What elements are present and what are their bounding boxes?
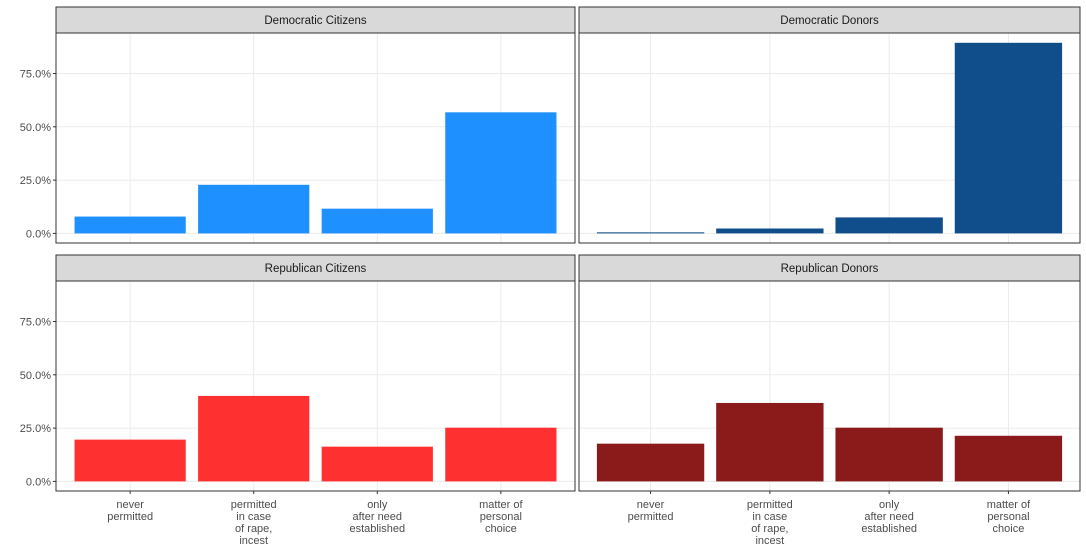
bar xyxy=(716,402,824,482)
x-tick-label: never permitted xyxy=(628,499,674,523)
y-tick-label: 50.0% xyxy=(20,370,51,382)
strip xyxy=(55,254,576,282)
bar xyxy=(835,427,943,482)
strip-title: Democratic Citizens xyxy=(264,15,366,27)
x-tick-label: matter of personal choice xyxy=(987,499,1031,535)
y-tick-label: 75.0% xyxy=(20,69,51,81)
x-tick-label: matter of personal choice xyxy=(479,499,523,535)
panel-border xyxy=(55,32,576,244)
strip-title: Democratic Donors xyxy=(780,15,879,27)
x-tick-label: permitted in case of rape, incest xyxy=(231,499,277,547)
x-tick-label: never permitted xyxy=(107,499,153,523)
bar xyxy=(321,446,433,482)
y-tick-label: 0.0% xyxy=(26,476,51,488)
y-tick-label: 50.0% xyxy=(20,122,51,134)
panel-border xyxy=(55,280,576,492)
y-tick-label: 75.0% xyxy=(20,317,51,329)
bar xyxy=(74,439,186,482)
y-tick-label: 25.0% xyxy=(20,175,51,187)
bar xyxy=(596,443,705,482)
strip-title: Republican Donors xyxy=(781,263,879,275)
bar xyxy=(596,232,705,234)
bar xyxy=(835,217,943,234)
bar xyxy=(954,435,1063,482)
panel-border xyxy=(578,32,1081,244)
panel-border xyxy=(578,280,1081,492)
strip xyxy=(578,254,1081,282)
bar xyxy=(716,228,824,234)
y-tick-label: 25.0% xyxy=(20,423,51,435)
bar xyxy=(198,184,310,234)
bar xyxy=(445,112,557,234)
y-tick-label: 0.0% xyxy=(26,228,51,240)
bar xyxy=(198,395,310,482)
x-tick-label: permitted in case of rape, incest xyxy=(747,499,793,547)
bar xyxy=(954,42,1063,234)
x-tick-label: only after need established xyxy=(349,499,405,535)
bar xyxy=(445,427,557,482)
strip-title: Republican Citizens xyxy=(265,263,367,275)
bar xyxy=(321,208,433,234)
strip xyxy=(55,6,576,34)
bar xyxy=(74,216,186,234)
x-tick-label: only after need established xyxy=(861,499,917,535)
